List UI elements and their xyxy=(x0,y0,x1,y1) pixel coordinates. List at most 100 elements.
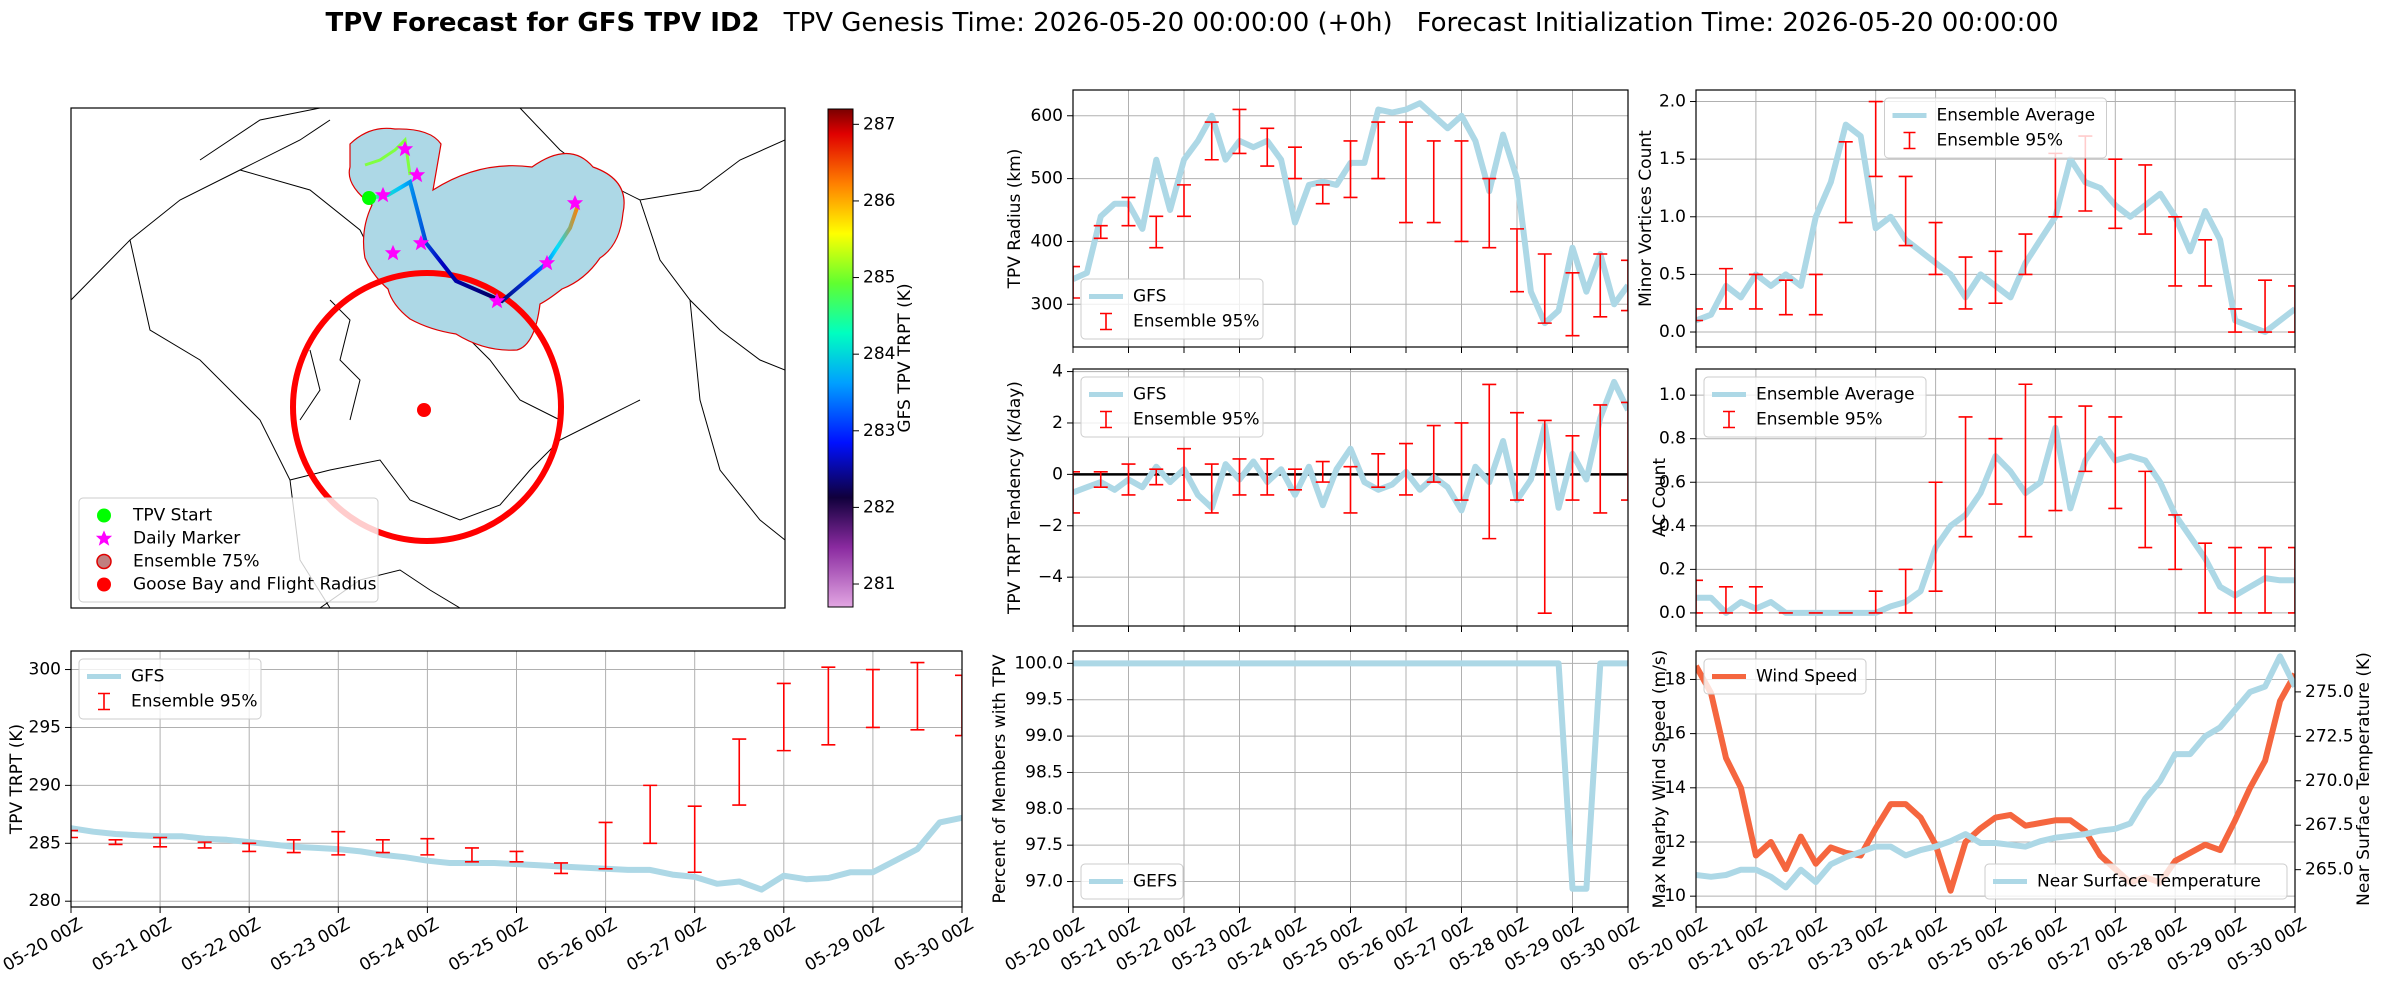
y-axis-label: Percent of Members with TPV xyxy=(990,654,1010,903)
error-bar xyxy=(1204,121,1219,161)
legend-label: Goose Bay and Flight Radius xyxy=(133,575,377,595)
legend-label: Near Surface Temperature xyxy=(2037,872,2261,892)
x-tick-label: 05-27 00Z xyxy=(623,914,709,975)
y-tick-label: 280 xyxy=(29,891,61,911)
error-bar xyxy=(197,841,212,849)
error-bar xyxy=(1093,471,1108,489)
error-bar xyxy=(71,829,78,839)
error-bar xyxy=(1778,279,1793,316)
error-bar xyxy=(153,836,168,848)
error-bar xyxy=(1073,471,1080,514)
y-tick-label: 16 xyxy=(1664,724,1686,744)
error-bar xyxy=(1510,411,1524,501)
legend-label: TPV Start xyxy=(132,506,213,526)
flight-radius xyxy=(290,270,564,544)
error-bar xyxy=(643,784,658,845)
error-bar xyxy=(2228,546,2243,614)
title-init: Forecast Initialization Time: 2026-05-20… xyxy=(1417,8,2059,38)
error-bar xyxy=(1718,267,1733,310)
y-tick-label: 290 xyxy=(29,775,61,795)
y-tick-label: 0.2 xyxy=(1659,559,1686,579)
error-bar xyxy=(1093,224,1108,240)
y2-tick-label: 265.0 xyxy=(2305,860,2354,880)
error-bar xyxy=(1371,453,1386,489)
legend-label: Ensemble 75% xyxy=(133,552,260,572)
y-tick-label: 300 xyxy=(29,660,61,680)
error-bar xyxy=(1565,435,1580,501)
error-bar xyxy=(1426,140,1441,224)
colorbar-tick-label: 286 xyxy=(863,191,895,211)
tpv-track xyxy=(368,178,580,304)
y2-tick-label: 275.0 xyxy=(2305,682,2354,702)
y-tick-label: 14 xyxy=(1664,778,1686,798)
title-genesis: TPV Genesis Time: 2026-05-20 00:00:00 (+… xyxy=(783,8,1393,38)
y-tick-label: 1.5 xyxy=(1659,149,1686,169)
legend-label: Wind Speed xyxy=(1756,667,1857,687)
error-bar xyxy=(375,839,390,854)
legend-label: Ensemble 95% xyxy=(1133,410,1260,430)
error-bar xyxy=(1696,579,1703,614)
ensemble-75-area xyxy=(348,127,625,351)
coastline xyxy=(519,108,785,541)
series-line xyxy=(1073,378,1628,514)
error-bar xyxy=(1454,140,1469,243)
legend-box xyxy=(1884,97,2107,159)
y-tick-label: 0.6 xyxy=(1659,472,1686,492)
legend-swatch xyxy=(1723,410,1735,429)
error-bar xyxy=(1399,442,1413,496)
error-bar xyxy=(1482,177,1497,249)
y2-tick-label: 270.0 xyxy=(2305,771,2354,791)
legend-box xyxy=(78,497,379,603)
error-bar xyxy=(331,830,346,856)
error-bar xyxy=(1177,184,1191,218)
series-line xyxy=(71,814,962,893)
error-bar xyxy=(108,839,123,846)
goose-bay xyxy=(417,403,431,417)
colorbar-tick-label: 282 xyxy=(863,497,895,517)
series-line xyxy=(1696,664,2295,894)
y-tick-label: 0 xyxy=(1052,464,1063,484)
legend-label: Ensemble 95% xyxy=(1937,131,2064,151)
error-bar xyxy=(420,837,435,856)
error-bar xyxy=(2018,233,2033,276)
y-tick-label: 99.0 xyxy=(1025,726,1063,746)
error-bar xyxy=(1343,140,1358,199)
x-tick-label: 05-20 00Z xyxy=(0,914,86,975)
error-bar xyxy=(1482,383,1497,540)
error-bar xyxy=(2288,285,2295,333)
x-tick-label: 05-21 00Z xyxy=(89,914,175,975)
error-bar xyxy=(1718,585,1733,614)
y-tick-label: 98.0 xyxy=(1025,799,1063,819)
colorbar-tick-label: 284 xyxy=(863,344,895,364)
series-line xyxy=(1073,660,1628,892)
legend-label: GFS xyxy=(131,667,164,687)
y-tick-label: 18 xyxy=(1664,669,1686,689)
y2-axis-label: Near Surface Temperature (K) xyxy=(2354,652,2374,906)
y-tick-label: 295 xyxy=(29,717,61,737)
y-tick-label: 285 xyxy=(29,833,61,853)
error-bar xyxy=(1315,184,1330,205)
error-bar xyxy=(1928,481,1943,592)
y-tick-label: 98.5 xyxy=(1025,762,1063,782)
legend-box xyxy=(1080,278,1264,340)
error-bar xyxy=(910,661,925,731)
y-tick-label: −4 xyxy=(1038,567,1063,587)
legend-swatch xyxy=(98,692,110,711)
y-tick-label: 400 xyxy=(1031,231,1063,251)
error-bar xyxy=(2048,416,2063,512)
error-bar xyxy=(1510,228,1524,293)
error-bar xyxy=(2078,405,2093,473)
error-bar xyxy=(554,862,569,875)
x-tick-label: 05-24 00Z xyxy=(356,914,442,975)
legend-box xyxy=(78,658,262,720)
error-bar xyxy=(1696,308,1703,322)
error-bar xyxy=(1426,424,1441,483)
tpv-start xyxy=(362,191,376,205)
error-bar xyxy=(1621,259,1628,312)
error-bar xyxy=(687,805,702,874)
legend-swatch xyxy=(1100,312,1112,331)
legend-box xyxy=(1703,658,1867,695)
legend-label: Daily Marker xyxy=(133,529,240,549)
error-bar xyxy=(2138,164,2153,235)
